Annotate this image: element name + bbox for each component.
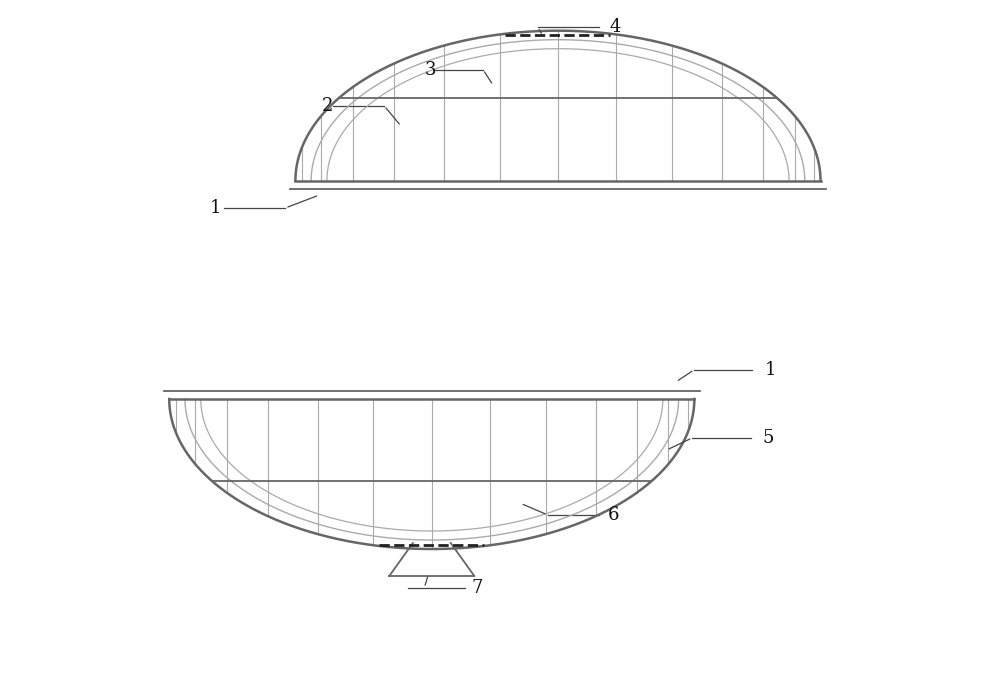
Text: 6: 6 (608, 506, 619, 524)
Text: 3: 3 (425, 61, 436, 78)
Text: 1: 1 (210, 199, 222, 217)
Text: 4: 4 (609, 18, 620, 36)
Text: 2: 2 (321, 97, 333, 115)
Text: 5: 5 (763, 429, 774, 447)
Text: 1: 1 (765, 361, 776, 379)
Text: 7: 7 (471, 579, 483, 597)
